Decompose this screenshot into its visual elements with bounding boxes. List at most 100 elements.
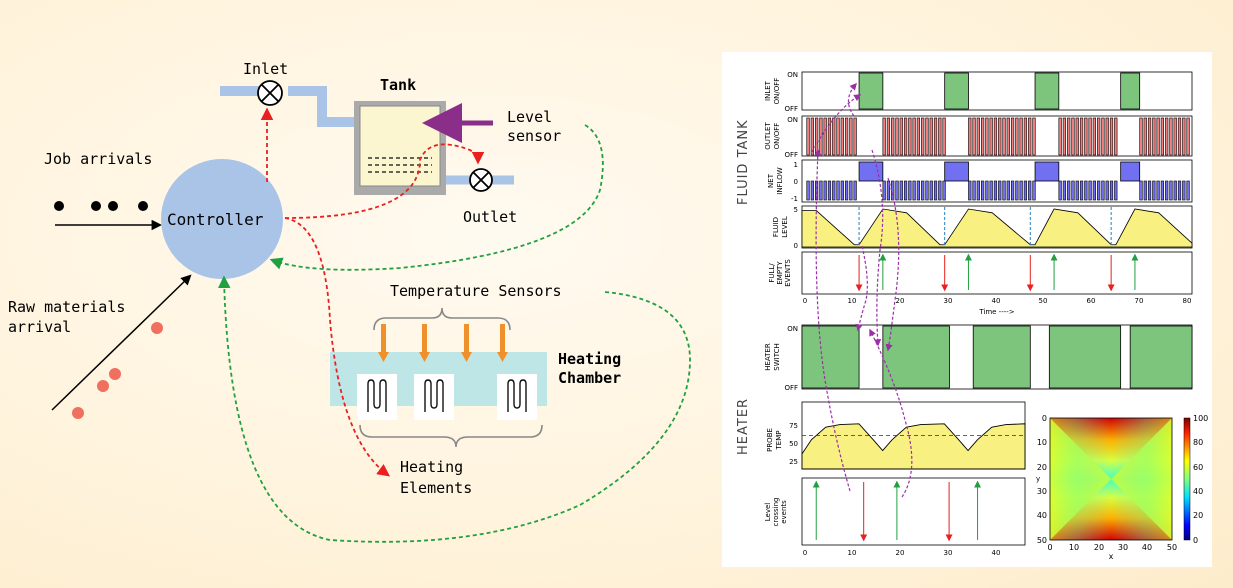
net-inflow-negative-1 bbox=[810, 180, 814, 201]
outlet-pulse-32 bbox=[989, 117, 993, 156]
net-inflow-negative-37 bbox=[1010, 180, 1015, 201]
net-inflow-negative-50 bbox=[1088, 180, 1092, 201]
inlet-off-tick: OFF bbox=[784, 105, 798, 113]
net-inflow-negative-51 bbox=[1092, 180, 1096, 201]
outlet-pulse-45 bbox=[1067, 117, 1071, 156]
heatmap-blend bbox=[1050, 418, 1172, 540]
outlet-pulse-21 bbox=[921, 117, 925, 156]
net-inflow-negative-32 bbox=[989, 180, 993, 201]
inlet-valve-icon bbox=[257, 80, 283, 106]
net-inflow-negative-17 bbox=[903, 180, 908, 201]
outlet-pulse-42 bbox=[1032, 117, 1036, 156]
net-inflow-negative-66 bbox=[1177, 180, 1182, 201]
events-xlabel: Time ----> bbox=[978, 308, 1014, 316]
inlet-plot-frame bbox=[801, 71, 1193, 111]
probe-tick-75: 75 bbox=[789, 422, 798, 430]
fluid-level-tick-0: 0 bbox=[794, 242, 798, 250]
net-inflow-negative-62 bbox=[1160, 180, 1165, 201]
net-inflow-ylabel-1: NET bbox=[767, 173, 775, 188]
outlet-pulse-30 bbox=[981, 117, 985, 156]
net-inflow-positive-0 bbox=[858, 161, 884, 182]
net-inflow-negative-42 bbox=[1032, 180, 1036, 201]
crossing-ylabel-3: events bbox=[780, 500, 788, 524]
outlet-pulse-16 bbox=[899, 117, 903, 156]
outlet-pulse-59 bbox=[1147, 117, 1152, 156]
net-inflow-negative-10 bbox=[849, 180, 853, 201]
sensors-brace bbox=[373, 307, 511, 331]
net-inflow-negative-15 bbox=[895, 180, 899, 201]
outlet-pulse-58 bbox=[1143, 117, 1147, 156]
net-inflow-negative-36 bbox=[1006, 180, 1010, 201]
heater-switch-ylabel-1: HEATER bbox=[764, 343, 772, 371]
outlet-pulse-31 bbox=[985, 117, 989, 156]
outlet-pulse-4 bbox=[823, 117, 827, 156]
heater-on-block-4 bbox=[1129, 325, 1193, 389]
outlet-pulse-19 bbox=[912, 117, 916, 156]
fluid-level-tick-5: 5 bbox=[794, 206, 798, 214]
elements-brace bbox=[359, 424, 543, 448]
control-signal-arrows bbox=[260, 107, 485, 477]
net-inflow-negative-28 bbox=[972, 180, 976, 201]
inlet-pipe bbox=[220, 86, 360, 127]
net-inflow-ylabel-2: INFLOW bbox=[776, 167, 784, 194]
inlet-ylabel-1: INLET bbox=[764, 80, 772, 101]
net-inflow-negative-2 bbox=[815, 180, 819, 201]
outlet-pulse-38 bbox=[1015, 117, 1019, 156]
heater-on-block-2 bbox=[972, 325, 1031, 389]
outlet-pulse-51 bbox=[1092, 117, 1096, 156]
net-inflow-negative-19 bbox=[912, 180, 916, 201]
outlet-pulse-43 bbox=[1058, 117, 1062, 156]
cbar-tick-20: 20 bbox=[1193, 511, 1203, 520]
net-inflow-negative-61 bbox=[1156, 180, 1160, 201]
cbar-tick-40: 40 bbox=[1193, 487, 1203, 496]
net-inflow-negative-54 bbox=[1105, 180, 1109, 201]
net-inflow-negative-64 bbox=[1169, 180, 1173, 201]
heater-on-block-1 bbox=[882, 325, 950, 389]
probe-temp-ylabel-1: PROBE bbox=[766, 428, 774, 452]
crossing-xtick-10: 10 bbox=[848, 549, 857, 557]
net-inflow-negative-47 bbox=[1075, 180, 1079, 201]
outlet-pulse-1 bbox=[810, 117, 814, 156]
inlet-on-tick: ON bbox=[787, 71, 798, 79]
crossing-xtick-30: 30 bbox=[944, 549, 953, 557]
heatmap-ytick-10: 10 bbox=[1037, 438, 1047, 447]
temperature-sensors-label: Temperature Sensors bbox=[390, 282, 562, 300]
outlet-pulse-13 bbox=[886, 117, 891, 156]
net-inflow-negative-67 bbox=[1182, 180, 1186, 201]
heatmap-ytick-0: 0 bbox=[1042, 414, 1047, 423]
inlet-on-block-3 bbox=[1120, 72, 1141, 110]
inlet-label: Inlet bbox=[243, 60, 288, 78]
heatmap-xtick-50: 50 bbox=[1167, 543, 1177, 552]
heating-element-icons bbox=[357, 374, 537, 420]
outlet-off-tick: OFF bbox=[784, 151, 798, 159]
net-inflow-negative-41 bbox=[1028, 180, 1032, 201]
heatmap-xtick-40: 40 bbox=[1142, 543, 1152, 552]
crossing-xtick-0: 0 bbox=[803, 549, 807, 557]
outlet-pulse-25 bbox=[938, 117, 942, 156]
outlet-pulse-61 bbox=[1156, 117, 1160, 156]
outlet-pulse-65 bbox=[1173, 117, 1177, 156]
events-xtick-70: 70 bbox=[1135, 297, 1144, 305]
net-inflow-negative-60 bbox=[1152, 180, 1156, 201]
outlet-pulse-62 bbox=[1160, 117, 1165, 156]
heating-elements-label-2: Elements bbox=[400, 479, 472, 497]
outlet-pulse-28 bbox=[972, 117, 976, 156]
cbar-tick-80: 80 bbox=[1193, 438, 1203, 447]
outlet-pulse-22 bbox=[925, 117, 929, 156]
net-inflow-negative-31 bbox=[985, 180, 989, 201]
heatmap-xtick-30: 30 bbox=[1118, 543, 1128, 552]
net-inflow-negative-14 bbox=[891, 180, 895, 201]
outlet-pulse-24 bbox=[933, 117, 938, 156]
net-inflow-negative-38 bbox=[1015, 180, 1019, 201]
heatmap-colorbar bbox=[1183, 417, 1191, 541]
net-inflow-negative-11 bbox=[853, 180, 857, 201]
heatmap-ytick-40: 40 bbox=[1037, 511, 1047, 520]
events-xtick-10: 10 bbox=[848, 297, 857, 305]
net-inflow-negative-27 bbox=[968, 180, 972, 201]
outlet-pulse-48 bbox=[1079, 117, 1084, 156]
net-inflow-tick-neg1: -1 bbox=[791, 195, 798, 203]
causal-link-4 bbox=[885, 177, 900, 352]
net-inflow-positive-2 bbox=[1034, 161, 1060, 182]
heater-group-label: HEATER bbox=[736, 398, 751, 455]
outlet-pulse-17 bbox=[903, 117, 908, 156]
